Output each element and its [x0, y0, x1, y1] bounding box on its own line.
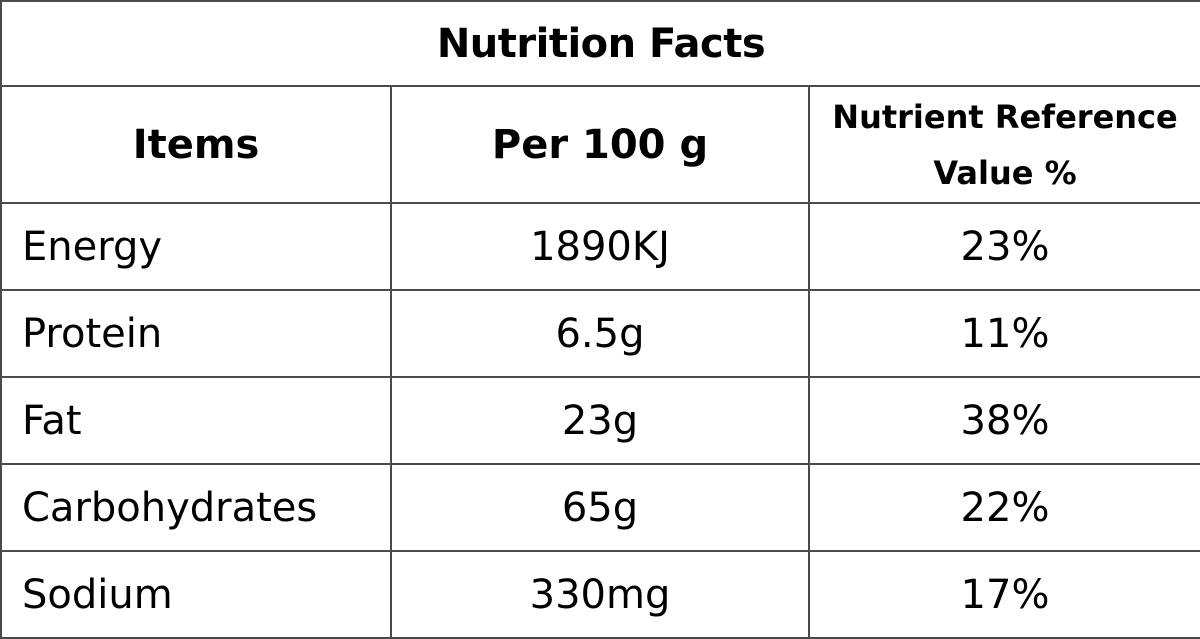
per-100g-value: 1890KJ	[390, 202, 810, 291]
nrv-percent: 38%	[807, 376, 1200, 465]
item-name: Energy	[0, 202, 392, 291]
table-row: Energy 1890KJ 23%	[0, 202, 1200, 291]
header-row: Items Per 100 g Nutrient Reference Value …	[0, 85, 1200, 204]
table-title: Nutrition Facts	[0, 0, 1200, 87]
item-name: Carbohydrates	[0, 463, 392, 552]
table-row: Carbohydrates 65g 22%	[0, 463, 1200, 552]
per-100g-value: 330mg	[390, 550, 810, 639]
header-per-100g: Per 100 g	[390, 85, 810, 204]
item-name: Fat	[0, 376, 392, 465]
item-name: Protein	[0, 289, 392, 378]
item-name: Sodium	[0, 550, 392, 639]
header-items: Items	[0, 85, 392, 204]
per-100g-value: 6.5g	[390, 289, 810, 378]
nrv-percent: 17%	[807, 550, 1200, 639]
table-row: Protein 6.5g 11%	[0, 289, 1200, 378]
table-row: Fat 23g 38%	[0, 376, 1200, 465]
table-row: Sodium 330mg 17%	[0, 550, 1200, 639]
nrv-percent: 22%	[807, 463, 1200, 552]
per-100g-value: 65g	[390, 463, 810, 552]
per-100g-value: 23g	[390, 376, 810, 465]
header-nrv-line1: Nutrient Reference	[832, 97, 1178, 136]
nrv-percent: 11%	[807, 289, 1200, 378]
nrv-percent: 23%	[807, 202, 1200, 291]
header-nrv-line2: Value %	[933, 153, 1077, 192]
title-row: Nutrition Facts	[0, 0, 1200, 87]
header-nutrient-reference-value: Nutrient Reference Value %	[807, 85, 1200, 204]
